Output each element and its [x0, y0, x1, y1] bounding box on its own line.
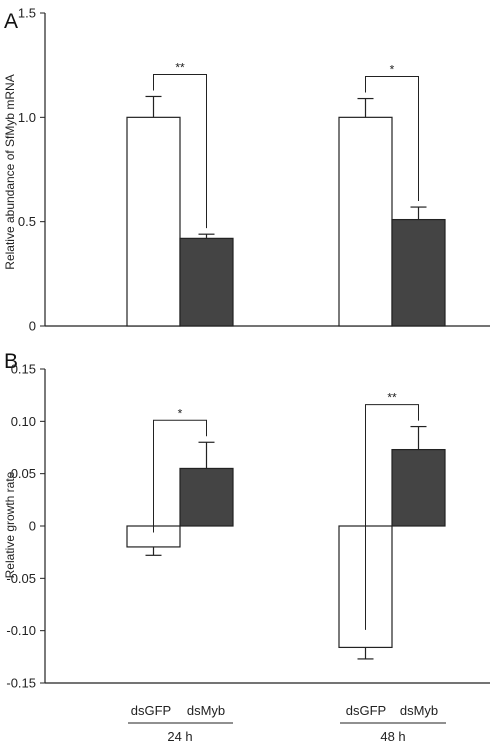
panel-b-y-axis-label: Relative growth rate [3, 471, 17, 578]
y-tick-label: 1.0 [18, 110, 36, 125]
group-1-dsgfp-label: dsGFP [131, 703, 171, 718]
panel-a-letter: A [4, 10, 18, 33]
group-1-label: 24 h [167, 729, 192, 744]
y-tick-label: -0.15 [6, 676, 36, 691]
significance-label: * [178, 406, 183, 420]
panel-b: B Relative growth rate -0.15 -0.10 -0.05 0 0… [3, 350, 490, 691]
y-tick-label: 0.05 [11, 466, 36, 481]
significance-label: ** [387, 391, 397, 405]
y-tick-label: 0.5 [18, 214, 36, 229]
group-1-dsmyb-label: dsMyb [187, 703, 225, 718]
y-tick-label: 0.15 [11, 362, 36, 377]
bar [179, 237, 234, 327]
bar [391, 218, 446, 327]
panel-a: A Relative abundance of SfMyb mRNA 0 0.5 1… [3, 6, 490, 334]
bar [391, 448, 446, 527]
bar [338, 116, 393, 327]
significance-bracket [153, 419, 207, 533]
group-2-dsmyb-label: dsMyb [400, 703, 438, 718]
significance-label: * [390, 63, 395, 77]
significance-bracket [153, 73, 207, 229]
group-2-label: 48 h [380, 729, 405, 744]
y-tick-label: 0 [29, 519, 36, 534]
bar [126, 116, 181, 327]
significance-bracket [365, 404, 419, 630]
x-axis-labels: dsGFP dsMyb 24 h dsGFP dsMyb 48 h [128, 703, 446, 744]
significance-bracket [365, 76, 419, 202]
significance-label: ** [175, 60, 185, 74]
y-tick-label: 0 [29, 319, 36, 334]
group-2-dsgfp-label: dsGFP [346, 703, 386, 718]
y-tick-label: 1.5 [18, 6, 36, 21]
y-tick-label: -0.10 [6, 623, 36, 638]
panel-b-letter: B [4, 350, 18, 373]
panel-a-y-axis-label: Relative abundance of SfMyb mRNA [3, 74, 17, 269]
y-tick-label: 0.10 [11, 414, 36, 429]
y-tick-label: -0.05 [6, 571, 36, 586]
bar [179, 467, 234, 527]
